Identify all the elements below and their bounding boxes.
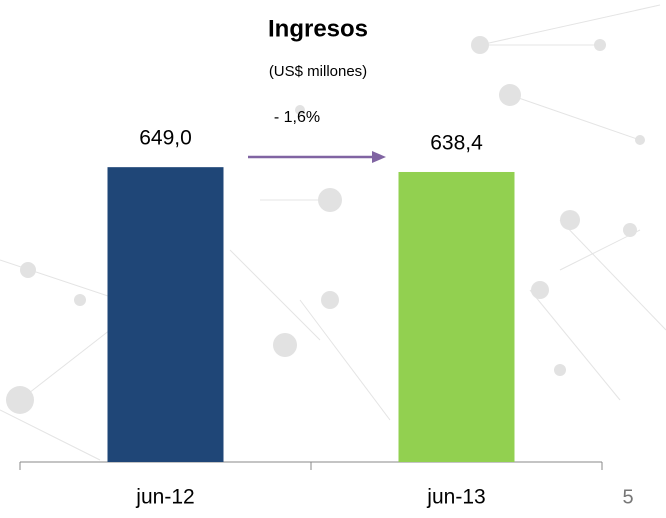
page-number: 5: [622, 486, 633, 508]
value-label: 649,0: [139, 127, 192, 150]
value-label: 638,4: [430, 132, 483, 155]
x-tick-label: jun-13: [426, 486, 485, 509]
arrow-head: [372, 151, 386, 163]
x-tick-label: jun-12: [135, 486, 194, 509]
bar: [398, 171, 515, 462]
chart-subtitle: (US$ millones): [269, 63, 367, 80]
chart-title: Ingresos: [268, 15, 368, 42]
background-network: [0, 4, 666, 461]
annotation: - 1,6%: [274, 109, 320, 126]
bar: [107, 167, 224, 462]
